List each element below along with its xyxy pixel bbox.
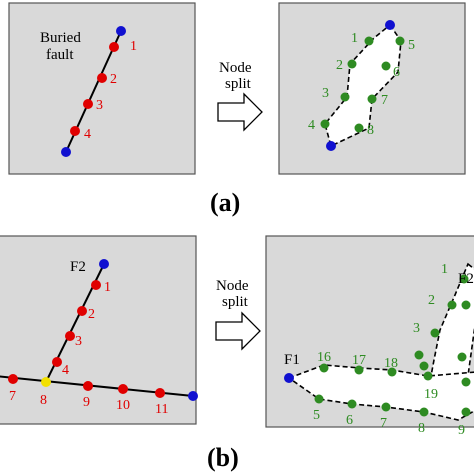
node-label: 10 (116, 398, 130, 413)
fault-f1-label: F1 (284, 352, 300, 368)
split-node (461, 407, 471, 417)
split-node (459, 274, 469, 284)
crack-tip-node (385, 20, 395, 30)
node-label: 3 (96, 98, 103, 113)
node-label: 8 (40, 393, 47, 408)
node-split-label: Node (219, 60, 252, 76)
split-node (381, 61, 391, 71)
split-node (423, 371, 433, 381)
split-node (419, 361, 429, 371)
fault-node (8, 374, 18, 384)
node-label: 5 (313, 408, 320, 423)
fault-tip-node (188, 391, 198, 401)
node-label: 8 (367, 123, 374, 138)
split-node (314, 394, 324, 404)
node-label: 2 (336, 58, 343, 73)
node-label: 4 (84, 127, 91, 142)
split-crack (324, 23, 402, 148)
node-label: 18 (384, 356, 398, 371)
split-node (447, 300, 457, 310)
node-label: 11 (155, 402, 168, 417)
split-node (387, 367, 397, 377)
node-split-arrow (217, 92, 263, 132)
node-label: 16 (317, 350, 331, 365)
node-label: 6 (346, 413, 353, 428)
node-split-label: split (222, 294, 249, 310)
panel-a-before-box (8, 2, 196, 175)
crack-tip-node (284, 373, 294, 383)
node-label: 1 (130, 39, 137, 54)
fault-f2-label: F2 (458, 271, 474, 287)
node-label: 6 (393, 65, 400, 80)
fault-node (83, 381, 93, 391)
fault-node (91, 280, 101, 290)
split-node (381, 402, 391, 412)
fault-node (97, 73, 107, 83)
node-label: 7 (9, 389, 16, 404)
split-node (457, 352, 467, 362)
split-node (367, 94, 377, 104)
node-label: 8 (418, 421, 425, 436)
node-label: 2 (428, 293, 435, 308)
buried-fault-label: Buried (40, 30, 81, 46)
node-label: 4 (62, 363, 69, 378)
split-node (340, 92, 350, 102)
split-node (461, 377, 471, 387)
split-node (320, 119, 330, 129)
fault-node (155, 388, 165, 398)
panel-a-caption: (a) (210, 188, 240, 217)
node-label: 1 (104, 280, 111, 295)
node-label: 9 (458, 423, 465, 438)
node-label: 3 (75, 334, 82, 349)
fault-tip-node (99, 259, 109, 269)
node-label: 19 (424, 387, 438, 402)
split-node (364, 36, 374, 46)
split-node (354, 123, 364, 133)
node-label: 17 (352, 353, 366, 368)
node-label: 2 (110, 72, 117, 87)
node-label: 2 (88, 307, 95, 322)
split-node (414, 350, 424, 360)
split-node (319, 363, 329, 373)
split-node (347, 59, 357, 69)
crack-tip-node (326, 141, 336, 151)
node-label: 9 (83, 395, 90, 410)
split-node (430, 328, 440, 338)
fault-node (70, 126, 80, 136)
fault-tip-node (116, 26, 126, 36)
fault-node (65, 331, 75, 341)
node-split-label: Node (216, 278, 249, 294)
split-node (354, 365, 364, 375)
fault-f2-label: F2 (70, 259, 86, 275)
panel-a: 1 2 3 4 Buried fault Node split 1 2 3 4 … (8, 2, 466, 217)
fault-node (118, 384, 128, 394)
node-label: 5 (408, 38, 415, 53)
panel-b-before-box (0, 235, 197, 425)
node-label: 1 (351, 31, 358, 46)
panel-b: F2 1 2 3 4 7 8 9 10 11 Node split (0, 235, 474, 472)
node-split-label: split (225, 76, 252, 92)
panel-b-caption: (b) (207, 443, 239, 472)
fault-node (77, 306, 87, 316)
split-node (395, 36, 405, 46)
fault-node (52, 357, 62, 367)
node-label: 1 (441, 262, 448, 277)
node-label: 4 (308, 118, 315, 133)
fault-tip-node (61, 147, 71, 157)
fault-node (109, 42, 119, 52)
node-label: 7 (380, 416, 387, 431)
split-node (347, 399, 357, 409)
node-label: 3 (413, 321, 420, 336)
node-label: 7 (381, 93, 388, 108)
fault-node (83, 99, 93, 109)
split-node (461, 300, 471, 310)
buried-fault-label: fault (46, 47, 74, 63)
split-node (419, 407, 429, 417)
node-split-arrow (215, 311, 261, 351)
intersection-node (41, 377, 51, 387)
node-label: 3 (322, 86, 329, 101)
